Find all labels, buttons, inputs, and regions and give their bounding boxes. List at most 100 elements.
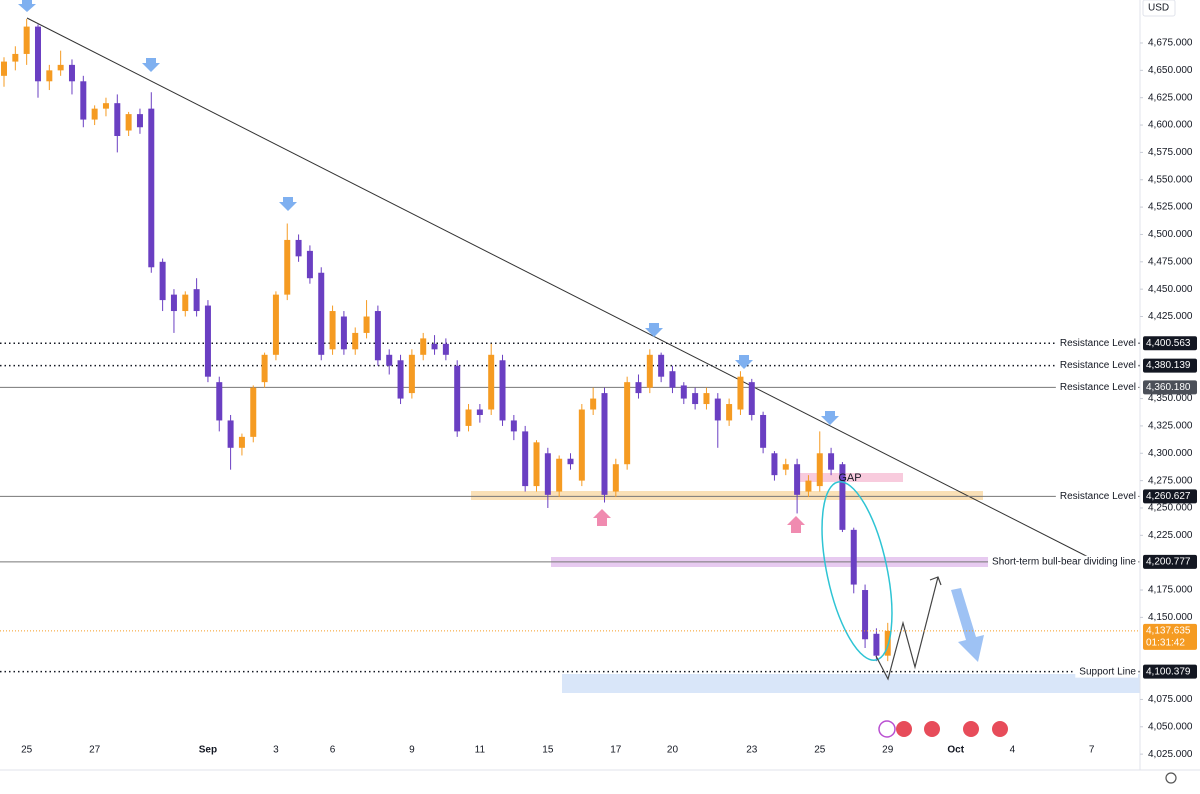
- y-tick-label: 4,525.000: [1148, 202, 1193, 213]
- candle-body: [227, 420, 234, 448]
- candle-body: [465, 409, 472, 426]
- candle-body: [148, 108, 155, 268]
- y-tick-label: 4,325.000: [1148, 421, 1193, 432]
- candle-body: [1, 61, 7, 76]
- candle-body: [318, 272, 325, 355]
- candle-body: [499, 360, 506, 421]
- candle-body: [352, 332, 359, 350]
- level-price-box: [1143, 489, 1197, 504]
- y-tick-label: 4,075.000: [1148, 694, 1193, 705]
- candle-body: [34, 26, 41, 82]
- gap-box: [800, 473, 903, 482]
- candle-body: [57, 64, 64, 71]
- candle-body: [510, 420, 517, 432]
- candle-body: [363, 316, 370, 333]
- down-marker: [18, 0, 36, 12]
- up-markers: [593, 509, 805, 533]
- x-tick-label: 27: [89, 745, 101, 756]
- x-tick-label: Oct: [947, 745, 964, 756]
- projection-arrow: [951, 588, 984, 662]
- y-tick-label: 4,475.000: [1148, 256, 1193, 267]
- highlight-ellipse: [821, 481, 893, 661]
- level-price-box: [1143, 358, 1197, 373]
- candle-body: [635, 382, 642, 394]
- level-price: 4,400.563: [1146, 338, 1191, 349]
- x-tick-label: 25: [21, 745, 33, 756]
- candle-body: [828, 453, 835, 470]
- candle-body: [567, 458, 574, 465]
- candle-body: [182, 294, 189, 312]
- x-tick-label: 15: [542, 745, 554, 756]
- y-tick-label: 4,225.000: [1148, 530, 1193, 541]
- x-tick-label: 25: [814, 745, 826, 756]
- candle-body: [873, 633, 880, 656]
- candle-body: [454, 365, 461, 432]
- y-tick-label: 4,625.000: [1148, 92, 1193, 103]
- level-name: Resistance Level: [1060, 491, 1136, 502]
- level-name: Resistance Level: [1060, 360, 1136, 371]
- candle-body: [748, 382, 755, 415]
- x-tick-label: 23: [746, 745, 758, 756]
- gap-label: GAP: [838, 472, 861, 484]
- candle-body: [374, 311, 381, 361]
- level-name: Short-term bull-bear dividing line: [992, 556, 1136, 567]
- level-price-box: [1143, 664, 1197, 679]
- currency: USD: [1148, 3, 1169, 14]
- candle-body: [816, 453, 823, 487]
- level-price: 4,360.180: [1146, 382, 1191, 393]
- candle-body: [159, 261, 166, 301]
- level-name: Resistance Level: [1060, 338, 1136, 349]
- candle-body: [862, 590, 869, 640]
- event-icon[interactable]: [963, 721, 979, 737]
- candle-body: [703, 393, 710, 405]
- candle-body: [306, 250, 313, 279]
- y-tick-label: 4,150.000: [1148, 612, 1193, 623]
- candle-body: [680, 385, 687, 399]
- y-tick-label: 4,250.000: [1148, 503, 1193, 514]
- y-tick-label: 4,025.000: [1148, 749, 1193, 760]
- candle-body: [794, 464, 801, 495]
- y-tick-label: 4,425.000: [1148, 311, 1193, 322]
- level-price-box: [1143, 336, 1197, 351]
- y-tick-label: 4,450.000: [1148, 284, 1193, 295]
- level-name-bg: [988, 555, 1138, 568]
- candle-body: [136, 114, 143, 128]
- countdown: 01:31:42: [1146, 638, 1185, 649]
- candle-body: [46, 70, 53, 82]
- currency-box[interactable]: [1142, 0, 1176, 17]
- candle-body: [442, 343, 449, 355]
- candle-body: [771, 453, 778, 476]
- up-marker: [593, 509, 611, 526]
- y-tick-label: 4,650.000: [1148, 65, 1193, 76]
- candle-body: [408, 354, 415, 394]
- y-tick-label: 4,350.000: [1148, 393, 1193, 404]
- candle-body: [431, 343, 438, 350]
- level-price: 4,200.777: [1146, 556, 1191, 567]
- candle-body: [91, 108, 98, 120]
- candle-body: [476, 409, 483, 415]
- event-icon[interactable]: [878, 720, 896, 738]
- candle-body: [238, 436, 245, 448]
- candle-body: [669, 371, 676, 388]
- candle-body: [578, 409, 585, 481]
- x-tick-label: 9: [409, 745, 415, 756]
- settings-icon[interactable]: [1165, 772, 1177, 784]
- x-tick-label: 17: [610, 745, 622, 756]
- zone-orange: [471, 491, 983, 500]
- candle-body: [12, 53, 19, 62]
- x-tick-label: 3: [273, 745, 279, 756]
- level-price: 4,380.139: [1146, 360, 1191, 371]
- event-icon[interactable]: [924, 721, 940, 737]
- event-icon[interactable]: [992, 721, 1008, 737]
- candle-body: [850, 529, 857, 585]
- level-price-box: [1143, 554, 1197, 569]
- level-name-bg: [1055, 490, 1138, 503]
- x-tick-label: 20: [667, 745, 679, 756]
- event-icon[interactable]: [896, 721, 912, 737]
- y-tick-label: 4,300.000: [1148, 448, 1193, 459]
- event-icons: [878, 720, 1008, 738]
- x-tick-label: 6: [330, 745, 336, 756]
- candle-body: [658, 354, 665, 377]
